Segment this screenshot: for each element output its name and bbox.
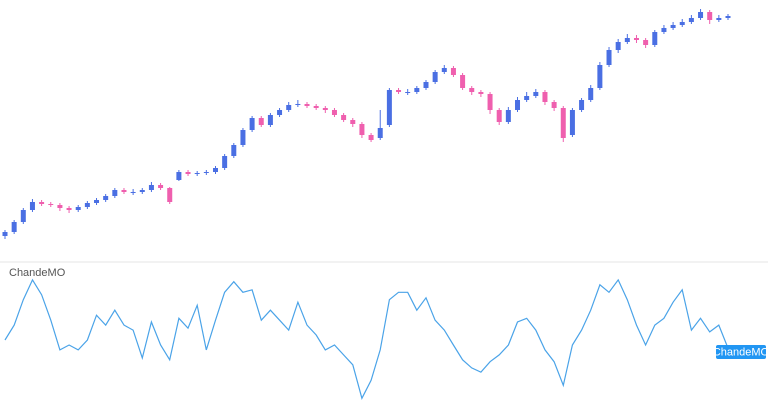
candle-body [359, 124, 365, 135]
candle-body [414, 88, 420, 92]
candle-body [524, 96, 530, 100]
candle-body [441, 68, 447, 72]
indicator-label: ChandeMO [9, 267, 66, 279]
candle-body [267, 115, 273, 125]
candle-body [20, 210, 26, 222]
candle-body [167, 188, 173, 202]
candle-body [249, 118, 255, 130]
candle-body [231, 145, 237, 156]
candle-body [203, 172, 209, 173]
candle-body [112, 190, 118, 196]
candle-body [240, 130, 246, 145]
candle-body [322, 108, 328, 110]
candle-body [460, 75, 466, 88]
candle-body [66, 208, 72, 210]
candle-body [533, 92, 539, 96]
candle-body [515, 100, 521, 110]
candle-body [542, 92, 548, 102]
candle-body [487, 94, 493, 110]
candle-body [551, 102, 557, 108]
candle-body [679, 22, 685, 25]
candle-body [615, 42, 621, 50]
candle-body [579, 100, 585, 110]
candle-body [48, 204, 54, 205]
candle-body [478, 92, 484, 94]
candle-body [606, 50, 612, 65]
candle-body [94, 200, 100, 203]
candle-body [139, 190, 145, 192]
indicator-tag-bg [716, 345, 766, 360]
candle-body [450, 68, 456, 75]
candle-body [725, 16, 731, 18]
candle-body [194, 173, 200, 174]
candle-body [130, 192, 136, 193]
indicator-tag: ChandeMO [713, 346, 768, 358]
candle-body [643, 40, 649, 45]
candle-body [2, 232, 8, 236]
candle-body [423, 82, 429, 88]
candle-body [396, 90, 402, 92]
candle-body [652, 32, 658, 45]
candle-body [331, 110, 337, 115]
candle-body [707, 12, 713, 20]
candle-body [560, 108, 566, 138]
candle-body [313, 106, 319, 108]
candle-body [405, 92, 411, 93]
candle-body [212, 168, 218, 172]
candle-body [624, 38, 630, 42]
candle-body [84, 203, 90, 207]
candle-body [377, 128, 383, 138]
candle-body [304, 104, 310, 106]
candle-body [185, 172, 191, 174]
candle-body [295, 104, 301, 105]
candle-body [633, 38, 639, 40]
candle-body [569, 110, 575, 135]
candle-body [368, 135, 374, 140]
candle-body [75, 207, 81, 210]
candle-body [121, 190, 127, 192]
candle-body [350, 120, 356, 124]
candle-body [670, 25, 676, 28]
candle-body [698, 12, 704, 18]
candle-body [277, 110, 283, 115]
candle-body [286, 105, 292, 110]
candle-body [386, 90, 392, 125]
candle-body [341, 115, 347, 120]
candle-body [588, 88, 594, 100]
candle-body [176, 172, 182, 180]
candle-body [688, 18, 694, 22]
candle-body [158, 185, 164, 188]
candle-body [661, 28, 667, 32]
candle-body [716, 18, 722, 20]
candle-body [103, 196, 109, 200]
candle-body [505, 110, 511, 122]
candle-body [597, 65, 603, 88]
indicator-line [4, 278, 729, 400]
candle-body [258, 118, 264, 125]
candle-body [469, 88, 475, 92]
candle-body [432, 72, 438, 82]
candle-body [39, 202, 45, 204]
candle-body [496, 110, 502, 122]
candle-body [29, 202, 35, 210]
candle-body [57, 205, 63, 208]
candle-body [11, 222, 17, 232]
candle-body [222, 156, 228, 168]
candle-body [148, 185, 154, 190]
